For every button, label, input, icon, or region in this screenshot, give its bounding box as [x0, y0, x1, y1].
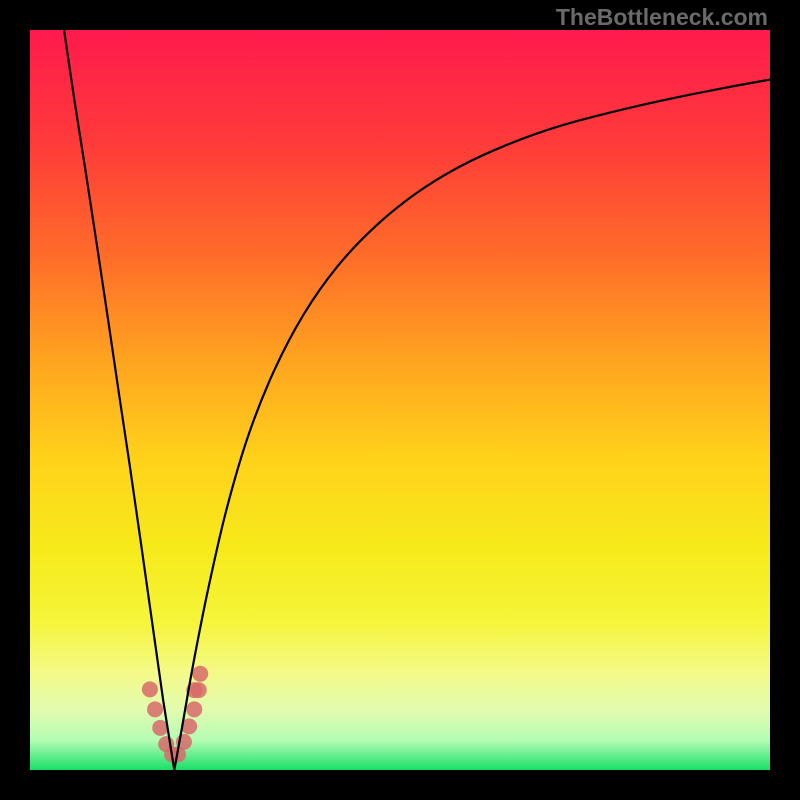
bead-marker — [192, 666, 208, 682]
watermark-text: TheBottleneck.com — [556, 4, 768, 31]
bead-group — [142, 666, 208, 763]
curve-layer — [30, 30, 770, 770]
bead-marker — [142, 681, 158, 697]
bead-marker — [147, 701, 163, 717]
gradient-plot-area — [30, 30, 770, 770]
bead-marker — [191, 682, 207, 698]
bead-marker — [186, 701, 202, 717]
bottleneck-curve-left — [64, 30, 174, 770]
bottleneck-curve-right — [174, 80, 770, 770]
